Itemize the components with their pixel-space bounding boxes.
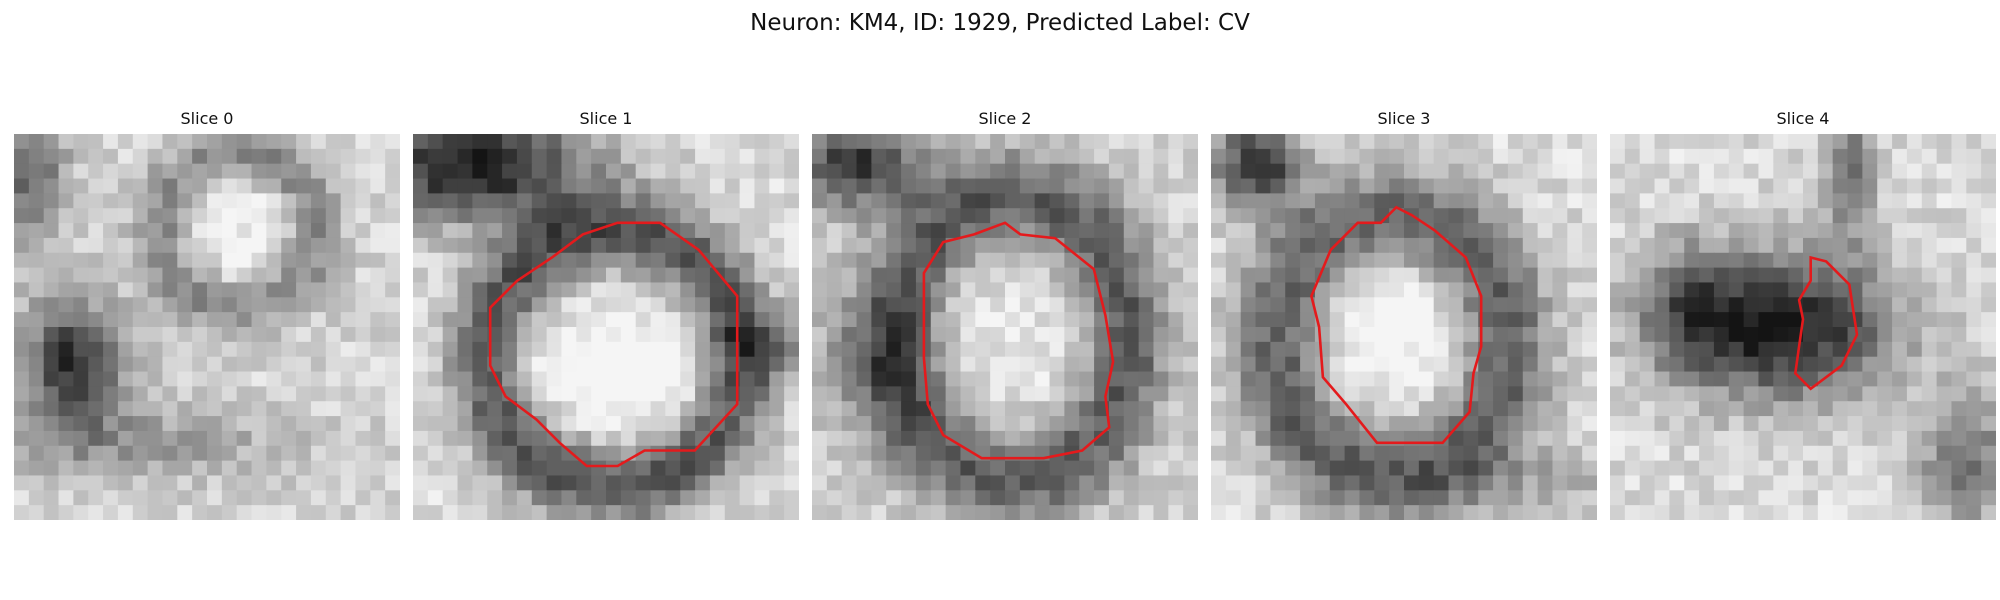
- slice-title: Slice 3: [1377, 109, 1431, 128]
- slice-image-4: [1610, 134, 1996, 520]
- segmentation-contour: [922, 221, 1115, 460]
- segmentation-contour: [488, 221, 739, 468]
- segmentation-contour: [1310, 205, 1483, 445]
- slice-title: Slice 4: [1776, 109, 1830, 128]
- slice-image-2: [812, 134, 1198, 520]
- segmentation-contour: [1793, 255, 1859, 391]
- slice-title: Slice 1: [579, 109, 633, 128]
- pixel-grid: [812, 134, 1198, 520]
- slice-image-0: [14, 134, 400, 520]
- pixel-grid: [1211, 134, 1597, 520]
- slice-image-1: [413, 134, 799, 520]
- slice-title: Slice 2: [978, 109, 1032, 128]
- pixel-grid: [14, 134, 400, 520]
- pixel-grid: [413, 134, 799, 520]
- slice-title: Slice 0: [180, 109, 234, 128]
- figure-title: Neuron: KM4, ID: 1929, Predicted Label: …: [750, 10, 1250, 36]
- slice-image-3: [1211, 134, 1597, 520]
- pixel-grid: [1610, 134, 1996, 520]
